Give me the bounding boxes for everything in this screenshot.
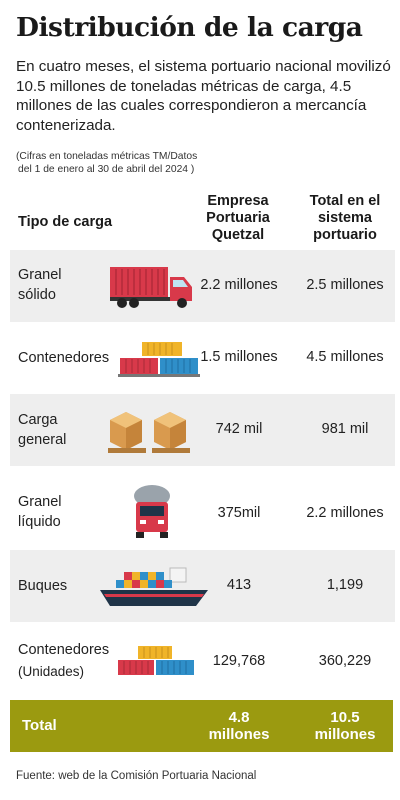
intro-paragraph: En cuatro meses, el sistema portuario na… <box>16 58 391 134</box>
truck-container-icon <box>110 267 192 308</box>
row-label-line2: general <box>18 432 67 448</box>
row-label-line1: Contenedores <box>18 642 110 658</box>
row-label-line1: Contenedores <box>18 350 110 366</box>
table-row-carga-general: Carga general 742 mil 981 mil <box>10 394 395 466</box>
header-col2-line3: portuario <box>313 227 377 243</box>
row-label-line2: (Unidades) <box>18 664 85 679</box>
row-label: Buques <box>18 576 67 596</box>
row-label-line1: Granel <box>18 494 62 510</box>
row-label: Granel sólido <box>18 265 62 305</box>
value-empresa-portuaria: 1.5 millones <box>200 349 278 365</box>
table-row-contenedores: Contenedores 1.5 millones 4.5 millones <box>10 322 395 394</box>
value-total-sistema: 360,229 <box>318 653 372 669</box>
header-total-sistema-portuario: Total en el sistema portuario <box>300 193 390 244</box>
total-sistema-portuario: 10.5 millones <box>290 709 400 743</box>
row-label: Carga general <box>18 410 66 450</box>
row-label-line2: líquido <box>18 514 61 530</box>
row-label: Contenedores <box>18 348 109 368</box>
header-col2-line1: Total en el <box>309 193 381 209</box>
header-col1-line1: Empresa <box>207 193 269 209</box>
header-col1-line3: Quetzal <box>211 227 265 243</box>
header-tipo-de-carga: Tipo de carga <box>18 214 113 230</box>
value-total-sistema: 2.2 millones <box>306 505 384 521</box>
header-empresa-portuaria-quetzal: Empresa Portuaria Quetzal <box>193 193 283 244</box>
row-label-line1: Granel <box>18 267 62 283</box>
total-row: Total 4.8 millones 10.5 millones <box>10 700 393 752</box>
source-credit: Fuente: web de la Comisión Portuaria Nac… <box>16 770 257 782</box>
page-title: Distribución de la carga <box>16 12 363 43</box>
total-col1-line2: millones <box>208 726 270 743</box>
stacked-containers-icon <box>118 342 200 377</box>
header-col1-line2: Portuaria <box>206 210 270 226</box>
total-label: Total <box>22 717 57 734</box>
data-note-line2: del 1 de enero al 30 de abril del 2024 ) <box>18 164 195 175</box>
tanker-truck-icon <box>134 485 170 538</box>
table-row-buques: Buques 413 1,199 <box>10 550 395 622</box>
total-col2-line1: 10.5 <box>330 709 360 726</box>
value-total-sistema: 981 mil <box>321 421 369 437</box>
value-total-sistema: 2.5 millones <box>306 277 384 293</box>
value-total-sistema: 4.5 millones <box>306 349 384 365</box>
value-empresa-portuaria: 413 <box>226 577 252 593</box>
value-total-sistema: 1,199 <box>326 577 364 593</box>
row-label-line1: Carga <box>18 412 58 428</box>
value-empresa-portuaria: 742 mil <box>215 421 263 437</box>
value-empresa-portuaria: 2.2 millones <box>200 277 278 293</box>
container-units-icon <box>118 646 194 675</box>
value-empresa-portuaria: 375mil <box>217 505 261 521</box>
data-note: (Cifras en toneladas métricas TM/Datos d… <box>16 150 296 176</box>
table-header: Tipo de carga Empresa Portuaria Quetzal … <box>0 190 400 250</box>
value-empresa-portuaria: 129,768 <box>212 653 266 669</box>
table-row-granel-solido: Granel sólido 2.2 millones 2.5 millones <box>10 250 395 322</box>
total-empresa-portuaria: 4.8 millones <box>184 709 294 743</box>
row-label-line1: Buques <box>18 578 68 594</box>
table-row-contenedores-unidades: Contenedores (Unidades) 129,768 360,229 <box>10 622 395 694</box>
row-label-line2: sólido <box>18 287 56 303</box>
data-note-line1: (Cifras en toneladas métricas TM/Datos <box>16 151 198 162</box>
header-col2-line2: sistema <box>317 210 372 226</box>
total-col2-line2: millones <box>314 726 376 743</box>
total-col1-line1: 4.8 <box>228 709 250 726</box>
row-label: Granel líquido <box>18 492 62 532</box>
boxes-on-pallets-icon <box>108 412 190 453</box>
row-label: Contenedores (Unidades) <box>18 640 109 682</box>
table-row-granel-liquido: Granel líquido 375mil 2.2 millones <box>10 478 395 550</box>
cargo-ship-icon <box>100 567 208 606</box>
